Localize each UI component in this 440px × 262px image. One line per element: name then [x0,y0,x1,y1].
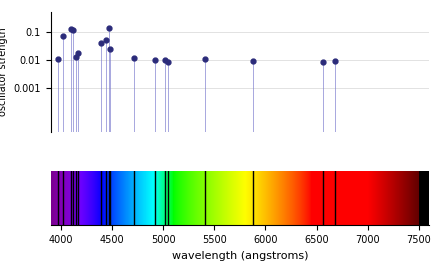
Y-axis label: oscillator strength: oscillator strength [0,27,8,116]
X-axis label: wavelength (angstroms): wavelength (angstroms) [172,250,308,261]
